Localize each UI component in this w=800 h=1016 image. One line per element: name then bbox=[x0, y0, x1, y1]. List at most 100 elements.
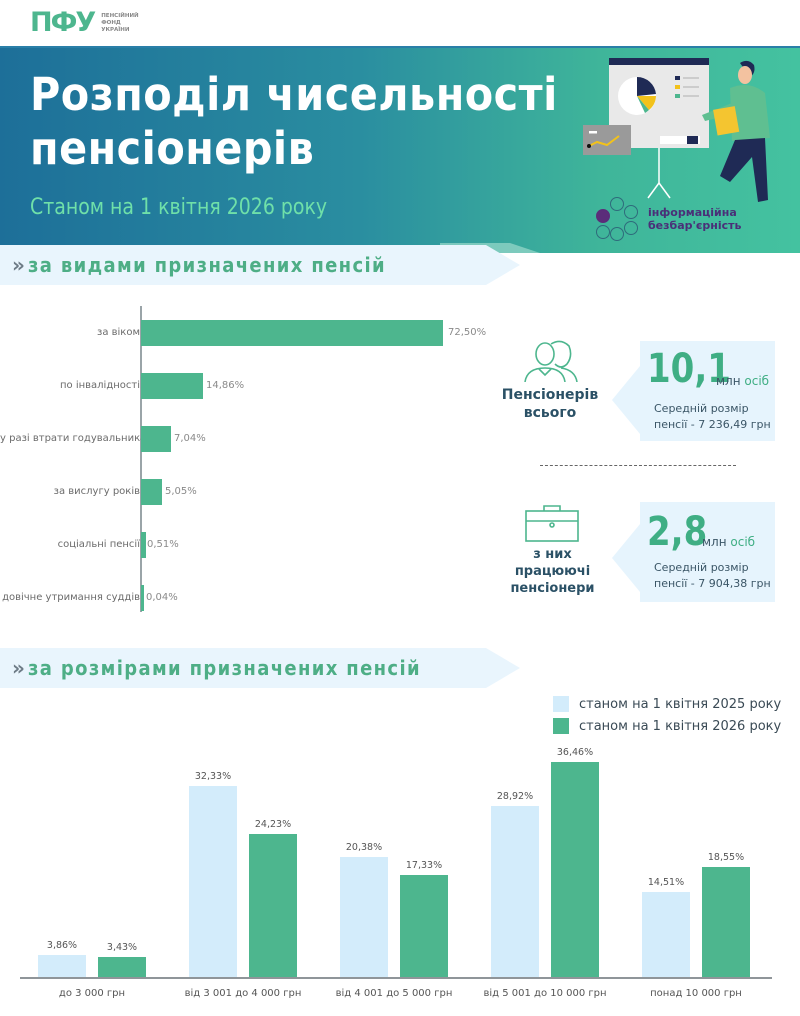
bar-value: 3,43% bbox=[106, 942, 138, 953]
bar-value: 36,46% bbox=[556, 747, 594, 758]
chevron-right-icon: » bbox=[12, 656, 25, 680]
bar-2026 bbox=[400, 875, 448, 977]
bar bbox=[141, 320, 443, 346]
section-title: за розмірами призначених пенсій bbox=[27, 656, 421, 680]
divider bbox=[0, 46, 800, 48]
unit-accent: осіб bbox=[730, 535, 756, 549]
bar-value: 28,92% bbox=[496, 791, 534, 802]
bar-2025 bbox=[189, 786, 237, 977]
bar bbox=[141, 585, 144, 611]
page-title: Розподіл чисельності пенсіонерів bbox=[30, 68, 558, 176]
stat-label-working: з них працюючі пенсіонери bbox=[505, 546, 600, 597]
stat-label-line: всього bbox=[523, 405, 577, 421]
pfu-logo: ПФУ ПЕНСІЙНИЙ ФОНД УКРАЇНИ bbox=[30, 8, 139, 38]
callout-arrow bbox=[612, 524, 640, 592]
bar bbox=[141, 426, 171, 452]
badge-text: інформаційна безбар'єрність bbox=[648, 206, 742, 232]
title-line: Розподіл чисельності bbox=[30, 68, 558, 121]
bar-value: 14,86% bbox=[206, 380, 245, 391]
stat-card-working: 2,8 млн осіб Середній розмір пенсії - 7 … bbox=[640, 502, 775, 602]
stat-label-line: працюючі bbox=[514, 564, 591, 579]
bar-2026 bbox=[98, 957, 146, 977]
section-header-types: » за видами призначених пенсій bbox=[0, 245, 520, 285]
stat-desc: Середній розмір пенсії - 7 904,38 грн bbox=[654, 560, 771, 592]
category-label: понад 10 000 грн bbox=[650, 988, 742, 999]
briefcase-icon bbox=[525, 505, 579, 542]
unit-text: млн bbox=[716, 374, 741, 388]
stat-desc-line: пенсії - 7 236,49 грн bbox=[654, 418, 771, 431]
people-icon bbox=[524, 340, 578, 382]
bar-label: за вислугу років bbox=[53, 486, 140, 497]
page-subtitle: Станом на 1 квітня 2026 року bbox=[30, 195, 328, 220]
bar bbox=[141, 532, 146, 558]
stat-value: 2,8 bbox=[647, 509, 708, 555]
stat-desc-line: Середній розмір bbox=[654, 402, 749, 415]
bar-2026 bbox=[551, 762, 599, 977]
dots-ring-icon bbox=[596, 197, 642, 241]
presentation-illustration-icon bbox=[583, 58, 770, 202]
unit-accent: осіб bbox=[744, 374, 770, 388]
stat-desc-line: Середній розмір bbox=[654, 561, 749, 574]
category-label: від 5 001 до 10 000 грн bbox=[483, 988, 607, 999]
bar-2025 bbox=[642, 892, 690, 977]
legend-swatch bbox=[553, 718, 569, 734]
bar-value: 7,04% bbox=[174, 433, 206, 444]
callout-arrow bbox=[612, 366, 640, 434]
stat-unit: млн осіб bbox=[716, 374, 769, 388]
section-band bbox=[0, 245, 520, 285]
bar bbox=[141, 373, 203, 399]
top-bar: ПФУ ПЕНСІЙНИЙ ФОНД УКРАЇНИ bbox=[0, 0, 800, 48]
bar-value: 72,50% bbox=[448, 327, 487, 338]
section-band bbox=[0, 648, 520, 688]
accessibility-badge: інформаційна безбар'єрність bbox=[596, 197, 742, 241]
chart-legend: станом на 1 квітня 2025 року станом на 1… bbox=[553, 693, 781, 737]
logo-text: ПЕНСІЙНИЙ ФОНД УКРАЇНИ bbox=[101, 13, 138, 34]
legend-item: станом на 1 квітня 2025 року bbox=[553, 693, 781, 715]
stat-desc: Середній розмір пенсії - 7 236,49 грн bbox=[654, 401, 771, 433]
stat-card-total: 10,1 млн осіб Середній розмір пенсії - 7… bbox=[640, 341, 775, 441]
stat-label-total: Пенсіонерів всього bbox=[495, 386, 605, 422]
bar-value: 0,51% bbox=[147, 539, 179, 550]
dashed-divider bbox=[540, 465, 736, 466]
bar-value: 20,38% bbox=[345, 842, 383, 853]
bar-value: 0,04% bbox=[146, 592, 178, 603]
category-label: від 3 001 до 4 000 грн bbox=[184, 988, 302, 999]
section-title: за видами призначених пенсій bbox=[27, 253, 386, 277]
stat-label-line: з них bbox=[533, 547, 572, 562]
bar-2025 bbox=[340, 857, 388, 977]
bar-value: 32,33% bbox=[194, 771, 232, 782]
legend-item: станом на 1 квітня 2026 року bbox=[553, 715, 781, 737]
section-header-sizes: » за розмірами призначених пенсій bbox=[0, 648, 520, 688]
bar-label: за віком bbox=[97, 327, 140, 338]
bar-label: у разі втрати годувальника bbox=[0, 433, 147, 444]
bar-value: 24,23% bbox=[254, 819, 292, 830]
bar-2026 bbox=[702, 867, 750, 977]
title-line: пенсіонерів bbox=[30, 122, 315, 175]
bar-value: 17,33% bbox=[405, 860, 443, 871]
bar-value: 5,05% bbox=[165, 486, 197, 497]
chevron-right-icon: » bbox=[12, 253, 25, 277]
logo-text-line: ФОНД bbox=[101, 19, 121, 26]
hero-banner: Розподіл чисельності пенсіонерів Станом … bbox=[0, 48, 800, 253]
logo-text-line: ПЕНСІЙНИЙ bbox=[101, 12, 139, 19]
logo-text-line: УКРАЇНИ bbox=[101, 26, 130, 33]
bar-label: довічне утримання суддів bbox=[2, 592, 140, 603]
bar-value: 14,51% bbox=[647, 877, 685, 888]
bar-label: по інвалідності bbox=[59, 380, 140, 391]
stat-unit: млн осіб bbox=[702, 535, 755, 549]
logo-mark: ПФУ bbox=[30, 7, 96, 38]
chart-axis bbox=[20, 977, 772, 979]
legend-swatch bbox=[553, 696, 569, 712]
legend-label: станом на 1 квітня 2025 року bbox=[579, 696, 782, 712]
bar bbox=[141, 479, 162, 505]
bar-value: 18,55% bbox=[707, 852, 745, 863]
stat-label-line: Пенсіонерів bbox=[501, 387, 599, 403]
chart-axis bbox=[140, 306, 142, 612]
badge-line: безбар'єрність bbox=[648, 219, 742, 232]
unit-text: млн bbox=[702, 535, 727, 549]
bar-label: соціальні пенсії bbox=[57, 539, 140, 550]
stat-value: 10,1 bbox=[647, 346, 731, 392]
legend-label: станом на 1 квітня 2026 року bbox=[579, 718, 782, 734]
category-label: до 3 000 грн bbox=[58, 988, 126, 999]
category-label: від 4 001 до 5 000 грн bbox=[335, 988, 453, 999]
